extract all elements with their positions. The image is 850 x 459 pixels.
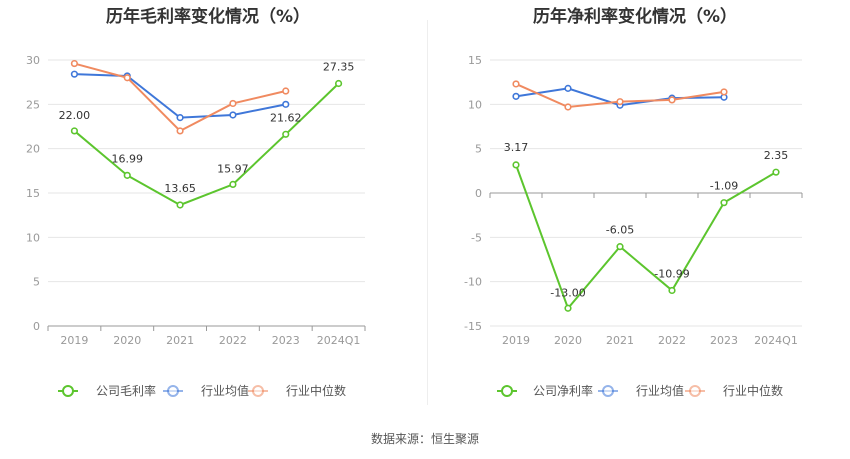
x-tick-label: 2021 — [166, 334, 194, 347]
data-label: 3.17 — [504, 141, 529, 154]
data-label: -10.99 — [654, 267, 689, 280]
y-tick-label: 20 — [26, 143, 40, 156]
legend-label: 公司净利率 — [533, 383, 593, 398]
x-tick-label: 2022 — [219, 334, 247, 347]
y-tick-label: -10 — [464, 276, 482, 289]
data-point — [123, 171, 131, 179]
data-label: -6.05 — [606, 224, 634, 237]
data-label: 13.65 — [164, 182, 196, 195]
x-tick-label: 2024Q1 — [754, 334, 798, 347]
data-source-note: 数据来源：恒生聚源 — [370, 432, 479, 446]
panel-divider — [427, 20, 428, 405]
data-label: 15.97 — [217, 162, 249, 175]
data-label: 2.35 — [764, 149, 789, 162]
data-point — [668, 96, 676, 104]
x-tick-label: 2020 — [554, 334, 582, 347]
y-tick-label: -5 — [471, 231, 482, 244]
data-point — [720, 88, 728, 96]
data-label: 21.62 — [270, 111, 302, 124]
y-tick-label: 15 — [468, 54, 482, 67]
series-line — [73, 82, 340, 207]
legend-swatch-marker — [252, 385, 264, 397]
chart-title-gross-margin: 历年毛利率变化情况（%） — [105, 7, 311, 27]
y-tick-label: 5 — [475, 143, 482, 156]
y-tick-label: 10 — [26, 231, 40, 244]
data-point — [564, 103, 572, 111]
data-point — [229, 180, 237, 188]
x-tick-label: 2020 — [113, 334, 141, 347]
data-point — [176, 127, 184, 135]
data-label: 22.00 — [59, 109, 91, 122]
x-tick-label: 2022 — [658, 334, 686, 347]
y-tick-label: 0 — [33, 320, 40, 333]
data-point — [564, 304, 572, 312]
y-tick-label: 30 — [26, 54, 40, 67]
data-label: -1.09 — [710, 180, 738, 193]
chart-title-net-margin: 历年净利率变化情况（%） — [532, 7, 738, 27]
legend-swatch-marker — [501, 385, 513, 397]
x-tick-label: 2023 — [272, 334, 300, 347]
y-tick-label: 15 — [26, 187, 40, 200]
y-tick-label: 25 — [26, 98, 40, 111]
legend-label: 行业均值 — [636, 383, 684, 398]
data-label: 27.35 — [323, 60, 355, 73]
data-point — [70, 127, 79, 135]
data-point — [512, 80, 520, 88]
legend-label: 公司毛利率 — [96, 383, 156, 398]
data-point — [282, 87, 290, 95]
data-point — [123, 74, 131, 82]
data-point — [70, 70, 79, 78]
data-point — [564, 84, 572, 92]
x-tick-label: 2023 — [710, 334, 738, 347]
data-point — [720, 199, 728, 207]
data-point — [176, 114, 184, 122]
data-point — [176, 201, 184, 209]
data-point — [334, 79, 343, 88]
x-tick-label: 2024Q1 — [317, 334, 361, 347]
data-point — [616, 98, 624, 106]
data-label: 16.99 — [112, 152, 144, 165]
series-line — [515, 164, 777, 311]
legend-label: 行业中位数 — [723, 383, 783, 398]
y-tick-label: 10 — [468, 98, 482, 111]
data-point — [668, 286, 676, 295]
data-point — [282, 130, 290, 138]
legend-swatch-marker — [167, 385, 179, 397]
data-point — [772, 168, 780, 176]
y-tick-label: -15 — [464, 320, 482, 333]
legend-swatch-marker — [689, 385, 701, 397]
y-tick-label: 0 — [475, 187, 482, 200]
data-point — [616, 243, 624, 251]
data-point — [229, 99, 237, 108]
data-point — [229, 111, 237, 119]
series-line — [74, 73, 286, 119]
x-tick-label: 2021 — [606, 334, 634, 347]
y-tick-label: 5 — [33, 276, 40, 289]
legend-swatch-marker — [62, 385, 74, 397]
data-point — [282, 100, 290, 108]
data-point — [512, 92, 520, 100]
x-tick-label: 2019 — [60, 334, 88, 347]
x-tick-label: 2019 — [502, 334, 530, 347]
legend-swatch-marker — [602, 385, 614, 397]
legend-label: 行业均值 — [201, 383, 249, 398]
data-label: -13.00 — [550, 286, 585, 299]
data-point — [512, 161, 520, 169]
data-point — [70, 59, 79, 68]
legend-label: 行业中位数 — [286, 383, 346, 398]
